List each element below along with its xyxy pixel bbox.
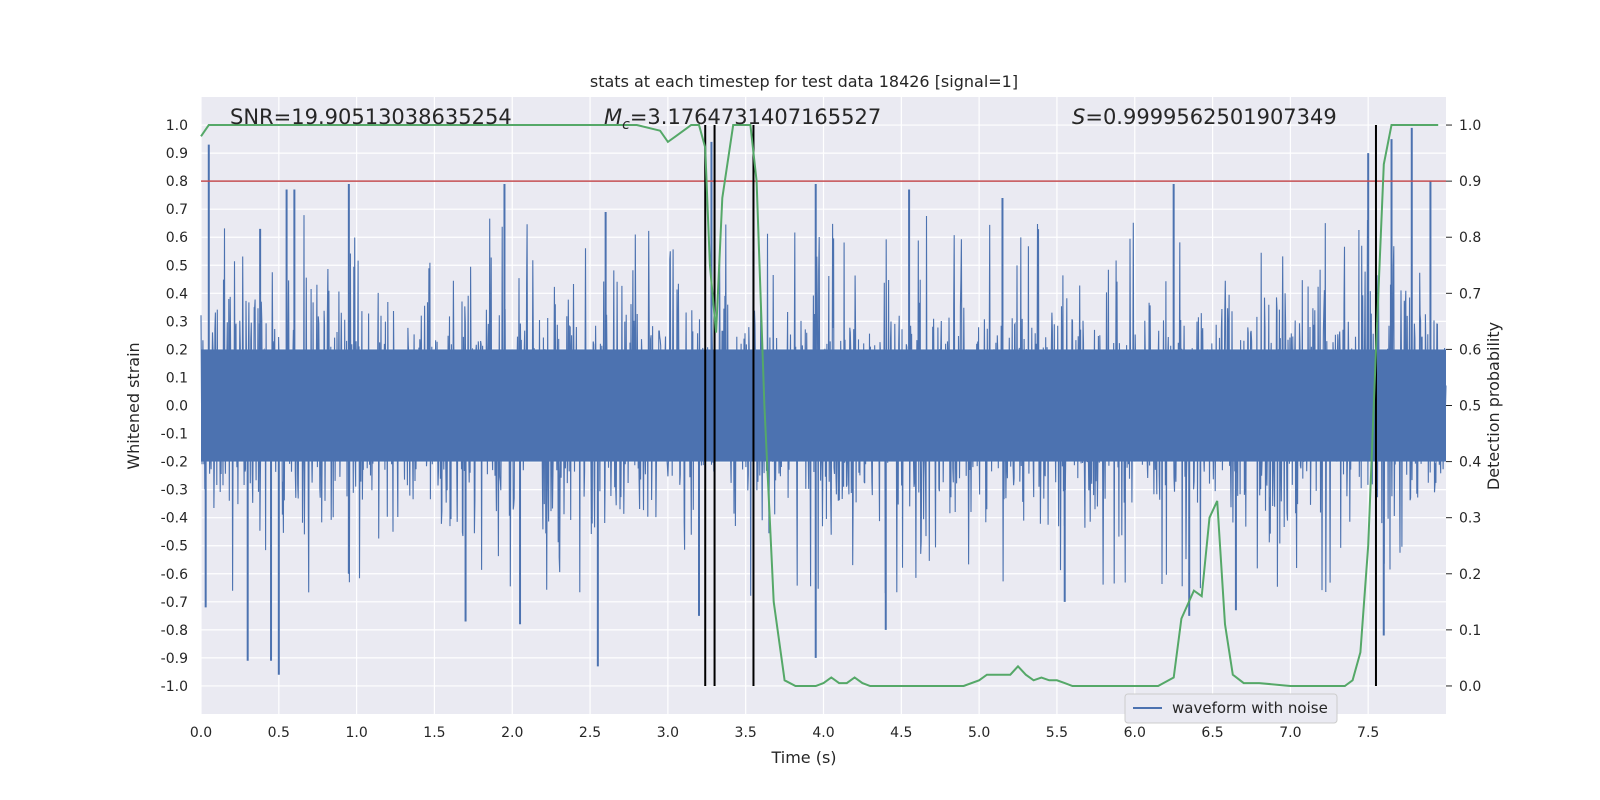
x-tick-label: 2.5 (579, 725, 601, 741)
y-tick-label-left: -0.8 (161, 623, 188, 639)
x-tick-label: 4.5 (890, 725, 912, 741)
x-tick-label: 0.5 (268, 725, 290, 741)
x-tick-label: 4.0 (812, 725, 834, 741)
tick-labels: 0.0 0.5 1.0 1.5 2.0 2.5 3.0 3.5 4.0 4.5 5.0 5.5 6.0 6… (161, 118, 1482, 741)
x-tick-label: 1.0 (345, 725, 367, 741)
x-tick-label: 0.0 (190, 725, 212, 741)
y-tick-label-left: -0.6 (161, 567, 188, 583)
y-tick-label-left: 0.8 (166, 174, 188, 190)
y-tick-label-left: -0.5 (161, 539, 188, 555)
y-axis-label-right: Detection probability (1484, 322, 1503, 490)
y-tick-label-left: -0.4 (161, 511, 188, 527)
y-tick-label-right: 0.3 (1459, 511, 1481, 527)
y-axis-label-left: Whitened strain (124, 342, 143, 469)
y-tick-label-left: 0.2 (166, 342, 188, 358)
x-tick-label: 6.0 (1124, 725, 1146, 741)
waveform-core (201, 349, 1446, 462)
y-tick-label-left: -0.2 (161, 455, 188, 471)
x-tick-label: 6.5 (1201, 725, 1223, 741)
y-tick-label-right: 0.2 (1459, 567, 1481, 583)
y-tick-label-left: 0.0 (166, 399, 188, 415)
y-tick-label-right: 0.5 (1459, 399, 1481, 415)
chart-title: stats at each timestep for test data 184… (590, 72, 1018, 91)
legend-box (1124, 693, 1338, 724)
chirp-mass-annotation: Mc=3.1764731407165527 (604, 105, 881, 133)
y-tick-label-left: 0.3 (166, 314, 188, 330)
y-tick-label-right: 0.8 (1459, 230, 1481, 246)
y-tick-label-right: 0.1 (1459, 623, 1481, 639)
detection-probability-series (200, 124, 1439, 687)
y-tick-label-left: 0.5 (166, 258, 188, 274)
y-tick-label-right: 0.9 (1459, 174, 1481, 190)
vertical-markers (704, 125, 1377, 686)
x-tick-label: 2.0 (501, 725, 523, 741)
y-tick-label-left: 0.6 (166, 230, 188, 246)
snr-annotation: SNR=19.90513038635254 (230, 105, 512, 129)
x-tick-label: 7.0 (1279, 725, 1301, 741)
x-tick-label: 3.5 (735, 725, 757, 741)
y-tick-label-right: 0.0 (1459, 679, 1481, 695)
y-tick-label-left: 0.4 (166, 286, 188, 302)
legend-label: waveform with noise (1172, 699, 1328, 717)
y-tick-label-left: -0.3 (161, 483, 188, 499)
detection-probability-line (200, 124, 1439, 687)
y-tick-label-left: 0.9 (166, 146, 188, 162)
mc-value: =3.1764731407165527 (630, 105, 881, 129)
x-tick-label: 7.5 (1357, 725, 1379, 741)
x-axis-label: Time (s) (770, 748, 836, 767)
y-tick-label-left: -0.7 (161, 595, 188, 611)
y-tick-label-left: 1.0 (166, 118, 188, 134)
y-tick-label-left: -1.0 (161, 679, 188, 695)
y-tick-label-left: -0.1 (161, 427, 188, 443)
x-tick-label: 3.0 (657, 725, 679, 741)
s-annotation: S=0.9999562501907349 (1072, 105, 1337, 129)
x-tick-label: 5.0 (968, 725, 990, 741)
y-tick-label-right: 0.4 (1459, 455, 1481, 471)
s-symbol: S (1072, 105, 1085, 129)
waveform-series (200, 127, 1447, 675)
y-tick-label-left: -0.9 (161, 651, 188, 667)
x-tick-label: 5.5 (1046, 725, 1068, 741)
mc-symbol: M (604, 105, 622, 129)
y-tick-label-left: 0.7 (166, 202, 188, 218)
y-tick-label-right: 0.6 (1459, 342, 1481, 358)
y-tick-label-right: 0.7 (1459, 286, 1481, 302)
y-tick-label-right: 1.0 (1459, 118, 1481, 134)
mc-subscript: c (622, 117, 630, 133)
s-value: =0.9999562501907349 (1085, 105, 1336, 129)
x-tick-label: 1.5 (423, 725, 445, 741)
legend: waveform with noise (1124, 693, 1338, 724)
y-tick-label-left: 0.1 (166, 370, 188, 386)
